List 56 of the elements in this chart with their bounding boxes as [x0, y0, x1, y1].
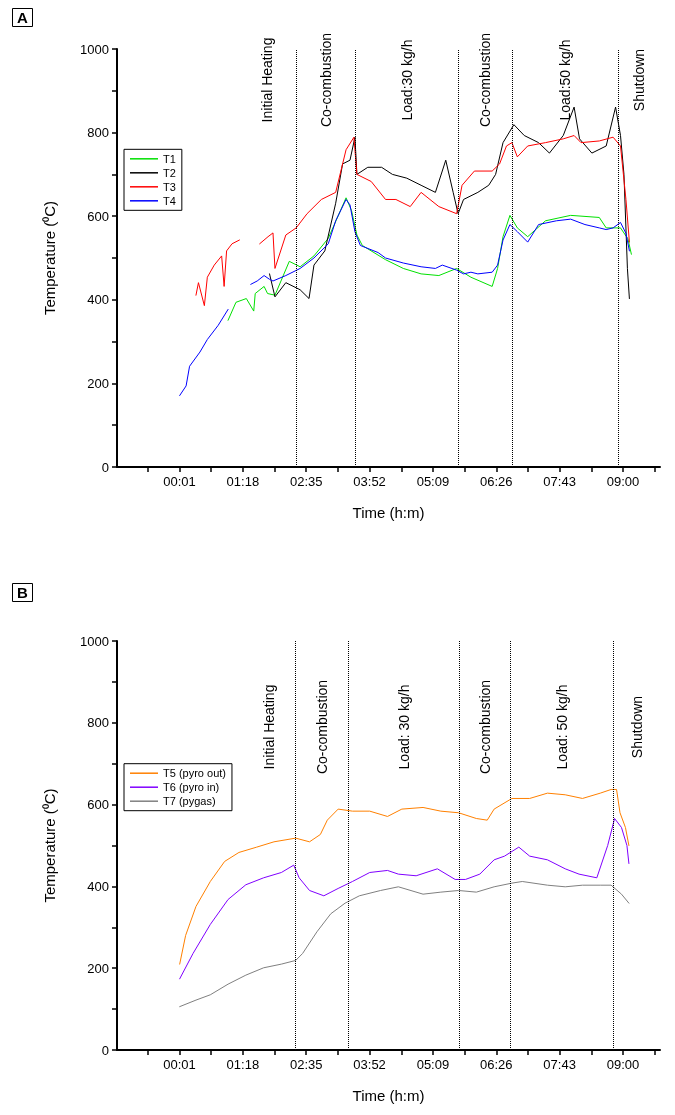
y-axis-title: Temperature (⁰C) — [41, 788, 58, 903]
legend-label: T5 (pyro out) — [163, 767, 226, 780]
y-axis-title: Temperature (⁰C) — [41, 200, 58, 316]
y-tick-label: 200 — [87, 960, 109, 976]
x-tick-label: 06:26 — [480, 1057, 513, 1072]
legend-label: T2 — [163, 166, 176, 179]
y-tick-label: 1000 — [80, 41, 109, 57]
x-tick-label: 05:09 — [416, 474, 450, 489]
annotation: Load: 50 kg/h — [554, 684, 571, 770]
y-tick-label: 400 — [87, 878, 109, 894]
x-tick-label: 01:18 — [226, 474, 260, 489]
annotation: Co-combustion — [314, 679, 331, 775]
x-tick-label: 01:18 — [226, 1057, 260, 1072]
x-tick-label: 06:26 — [480, 474, 513, 489]
x-tick-label: 00:01 — [163, 1057, 196, 1072]
y-tick-label: 0 — [101, 459, 109, 475]
legend-label: T7 (pygas) — [163, 795, 216, 808]
legend-label: T6 (pyro in) — [163, 781, 220, 794]
annotation: Co-combustion — [476, 679, 493, 775]
chart-title: A — [17, 9, 28, 26]
y-tick-label: 200 — [87, 375, 109, 391]
y-tick-label: 600 — [87, 797, 109, 813]
annotation: Shutdown — [628, 695, 645, 759]
line-series — [227, 197, 632, 321]
line-series — [179, 880, 630, 1008]
y-tick-label: 800 — [87, 125, 109, 141]
x-tick-label: 03:52 — [353, 1057, 386, 1072]
legend-label: T1 — [163, 152, 176, 165]
y-tick-label: 400 — [87, 292, 109, 308]
chart-title: B — [17, 584, 28, 601]
annotation: Load:50 kg/h — [557, 39, 574, 121]
legend-label: T3 — [163, 180, 176, 193]
y-tick-label: 0 — [101, 1042, 109, 1058]
x-tick-label: 00:01 — [163, 474, 196, 489]
y-tick-label: 600 — [87, 208, 109, 224]
annotation: Load: 30 kg/h — [395, 684, 412, 770]
annotation: Shutdown — [631, 48, 648, 112]
x-tick-label: 09:00 — [606, 474, 640, 489]
x-tick-label: 03:52 — [353, 474, 386, 489]
x-tick-label: 09:00 — [606, 1057, 640, 1072]
annotation: Co-combustion — [477, 32, 494, 128]
annotation: Load:30 kg/h — [399, 39, 416, 121]
annotation: Initial Heating — [259, 37, 276, 123]
y-tick-label: 800 — [87, 715, 109, 731]
legend-label: T4 — [163, 194, 176, 207]
annotation: Co-combustion — [318, 32, 335, 128]
x-tick-label: 02:35 — [289, 474, 323, 489]
x-tick-label: 07:43 — [543, 1057, 576, 1072]
x-tick-label: 05:09 — [416, 1057, 450, 1072]
annotation: Initial Heating — [261, 684, 278, 770]
y-tick-label: 1000 — [80, 633, 109, 649]
x-axis-title: Time (h:m) — [352, 1087, 425, 1104]
x-tick-label: 02:35 — [289, 1057, 323, 1072]
line-series — [179, 818, 630, 980]
x-tick-label: 07:43 — [543, 474, 576, 489]
x-axis-title: Time (h:m) — [352, 504, 425, 521]
